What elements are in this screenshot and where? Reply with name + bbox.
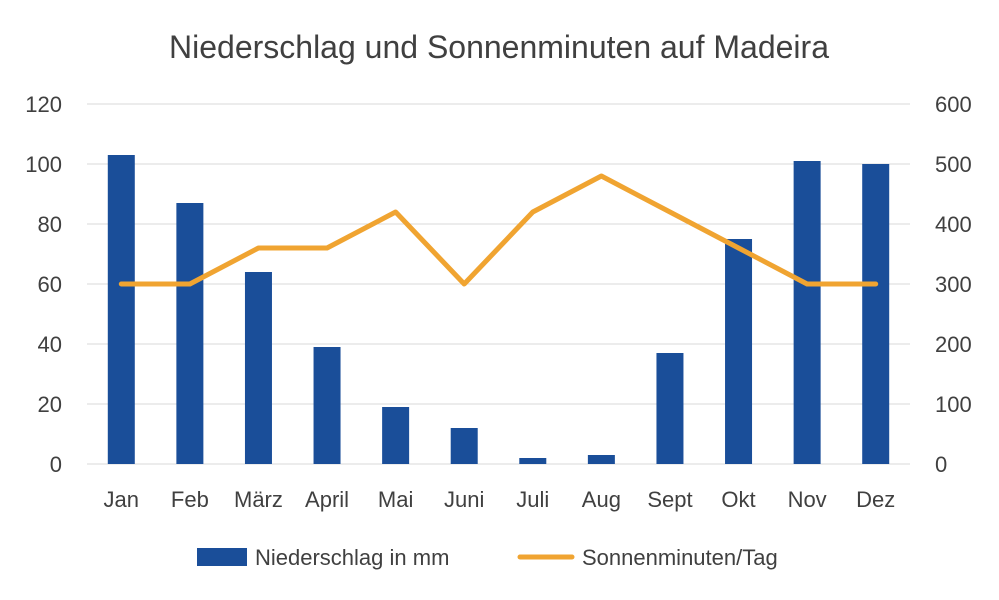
bar-Okt xyxy=(725,239,753,464)
bar-Jan xyxy=(107,155,135,464)
category-label: Feb xyxy=(171,487,209,512)
bar-Juli xyxy=(519,458,547,464)
right-tick-label: 200 xyxy=(935,332,972,357)
category-label: Sept xyxy=(647,487,692,512)
legend: Niederschlag in mm Sonnenminuten/Tag xyxy=(197,545,778,570)
bar-Aug xyxy=(587,455,615,464)
category-label: Okt xyxy=(721,487,755,512)
category-labels: Jan Feb März April Mai Juni Juli Aug Sept Okt Nov D… xyxy=(104,487,896,512)
category-label: Juli xyxy=(516,487,549,512)
left-tick-label: 0 xyxy=(50,452,62,477)
left-axis-ticks: 0 20 40 60 80 100 120 xyxy=(25,92,62,477)
line-series xyxy=(118,173,879,287)
bar-series xyxy=(107,155,890,464)
category-label: Mai xyxy=(378,487,413,512)
left-tick-label: 80 xyxy=(38,212,62,237)
bar-Dez xyxy=(862,164,890,464)
bar-Juni xyxy=(450,428,478,464)
category-label: Juni xyxy=(444,487,484,512)
category-label: Dez xyxy=(856,487,895,512)
legend-label-sonnenminuten: Sonnenminuten/Tag xyxy=(582,545,778,570)
category-label: Jan xyxy=(104,487,139,512)
left-tick-label: 20 xyxy=(38,392,62,417)
bar-Sept xyxy=(656,353,684,464)
category-label: Aug xyxy=(582,487,621,512)
right-tick-label: 300 xyxy=(935,272,972,297)
left-tick-label: 40 xyxy=(38,332,62,357)
legend-label-niederschlag: Niederschlag in mm xyxy=(255,545,449,570)
bar-Mai xyxy=(382,407,410,464)
right-axis-ticks: 0 100 200 300 400 500 600 xyxy=(935,92,972,477)
right-tick-label: 400 xyxy=(935,212,972,237)
left-tick-label: 100 xyxy=(25,152,62,177)
chart-title: Niederschlag und Sonnenminuten auf Madei… xyxy=(169,29,829,65)
bar-März xyxy=(244,272,272,464)
left-tick-label: 60 xyxy=(38,272,62,297)
category-label: Nov xyxy=(788,487,827,512)
category-label: März xyxy=(234,487,283,512)
bar-Feb xyxy=(176,203,204,464)
line-sonnenminuten xyxy=(118,173,879,287)
bar-April xyxy=(313,347,341,464)
gridlines xyxy=(87,103,910,465)
left-tick-label: 120 xyxy=(25,92,62,117)
legend-swatch-niederschlag xyxy=(197,548,247,566)
category-label: April xyxy=(305,487,349,512)
right-tick-label: 600 xyxy=(935,92,972,117)
bar-Nov xyxy=(793,161,821,464)
right-tick-label: 100 xyxy=(935,392,972,417)
right-tick-label: 0 xyxy=(935,452,947,477)
right-tick-label: 500 xyxy=(935,152,972,177)
